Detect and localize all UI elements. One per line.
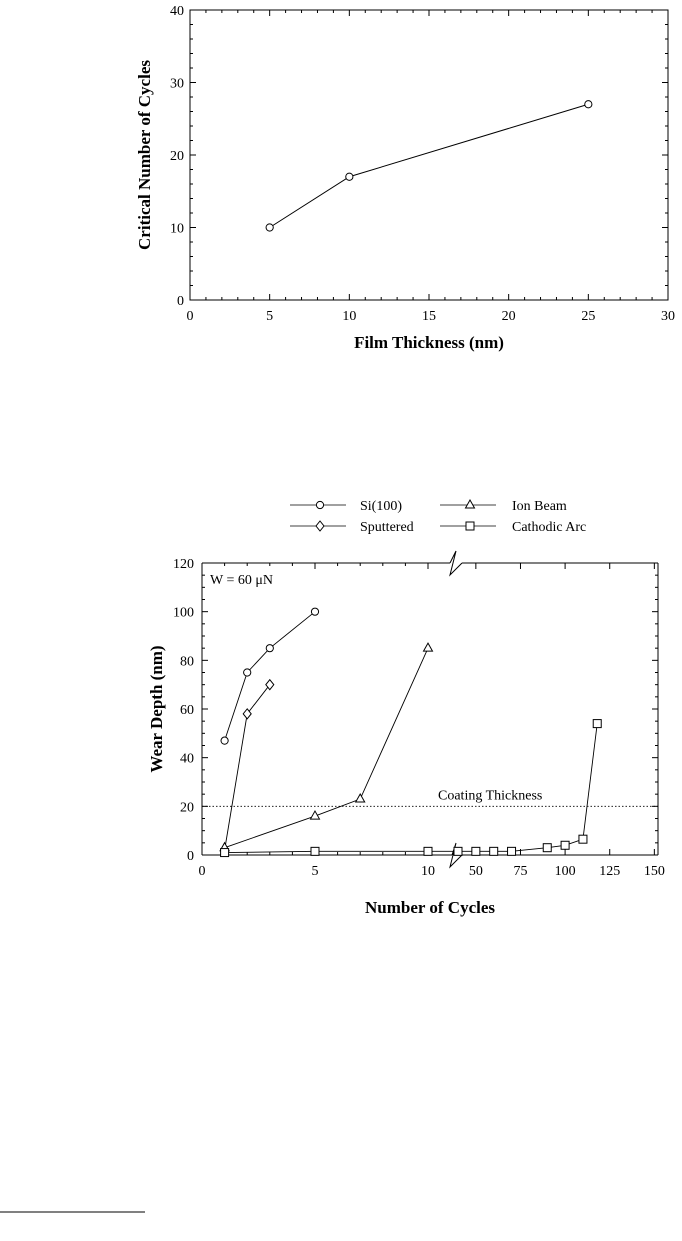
chart1-series [265, 100, 593, 232]
data-point [592, 719, 602, 729]
legend-swatch-marker [465, 521, 475, 531]
chart1-axis-ticks: 0 5 10 15 20 25 30 0 10 20 30 40 [170, 4, 675, 324]
x-tick-label: 100 [555, 864, 576, 879]
x-tick-label: 15 [422, 309, 436, 324]
y-tick-label: 60 [180, 703, 194, 718]
data-point [422, 642, 434, 652]
data-point [489, 846, 499, 856]
series-line [269, 103, 589, 228]
chart2-series [219, 607, 602, 858]
x-tick-label: 0 [187, 309, 194, 324]
chart2-x-axis-label: Number of Cycles [365, 898, 495, 917]
legend-label: Si(100) [360, 499, 402, 514]
x-tick-label: 150 [644, 864, 665, 879]
chart2-axis-ticks: 0 20 40 60 80 100 120 0 5 10 50 75 100 125 150 [173, 557, 665, 879]
x-tick-label: 10 [421, 864, 435, 879]
data-point [265, 678, 275, 691]
y-tick-label: 40 [170, 4, 184, 19]
x-tick-label: 5 [266, 309, 273, 324]
chart1: 0 5 10 15 20 25 30 0 10 20 30 40 Film Thickness (nm… [135, 4, 675, 352]
y-tick-label: 120 [173, 557, 194, 572]
x-tick-label: 5 [312, 864, 319, 879]
legend-label: Ion Beam [512, 499, 567, 514]
data-point [578, 834, 588, 844]
y-tick-label: 0 [187, 849, 194, 864]
data-point [471, 846, 481, 856]
legend-swatch-marker [315, 520, 325, 532]
chart2-top-break-mark [449, 550, 463, 577]
y-tick-label: 40 [180, 752, 194, 767]
data-point [242, 708, 252, 720]
chart1-y-axis-label: Critical Number of Cycles [135, 60, 154, 250]
data-point [354, 793, 366, 803]
load-annotation: W = 60 μN [210, 573, 273, 588]
legend-label: Sputtered [360, 520, 414, 535]
x-tick-label: 30 [661, 309, 675, 324]
data-point [423, 846, 433, 856]
y-tick-label: 20 [180, 800, 194, 815]
legend-label: Cathodic Arc [512, 520, 586, 535]
data-point [220, 736, 229, 745]
x-tick-label: 125 [599, 864, 620, 879]
legend-swatch-marker [464, 498, 476, 509]
x-tick-label: 20 [502, 309, 516, 324]
data-point [560, 840, 570, 850]
x-tick-label: 10 [342, 309, 356, 324]
data-point [220, 848, 230, 858]
x-tick-label: 25 [581, 309, 595, 324]
y-tick-label: 100 [173, 606, 194, 621]
chart1-x-axis-label: Film Thickness (nm) [354, 333, 504, 352]
y-tick-label: 80 [180, 654, 194, 669]
data-point [584, 100, 593, 109]
y-tick-label: 0 [177, 294, 184, 309]
chart2-legend: Si(100) Sputtered Ion Beam Cathodic Arc [290, 498, 586, 535]
data-point [309, 810, 321, 820]
data-point [265, 644, 274, 653]
series-line [224, 611, 316, 741]
x-tick-label: 75 [513, 864, 527, 879]
y-tick-label: 10 [170, 222, 184, 237]
x-tick-label: 50 [469, 864, 483, 879]
chart2-y-axis-label: Wear Depth (nm) [147, 645, 166, 772]
x-tick-label: 0 [199, 864, 206, 879]
data-point [265, 223, 274, 232]
legend-swatch-marker [315, 500, 325, 510]
series-line [224, 647, 429, 849]
data-point [310, 607, 320, 616]
data-point [453, 846, 463, 856]
data-point [310, 846, 320, 856]
chart2: 0 20 40 60 80 100 120 0 5 10 50 75 100 125 150 Number … [147, 498, 665, 917]
coating-thickness-label: Coating Thickness [438, 788, 542, 803]
chart1-plot-frame [189, 9, 669, 301]
y-tick-label: 20 [170, 149, 184, 164]
data-point [542, 843, 552, 853]
data-point [243, 668, 252, 677]
y-tick-label: 30 [170, 77, 184, 92]
data-point [507, 846, 517, 856]
data-point [345, 172, 354, 181]
